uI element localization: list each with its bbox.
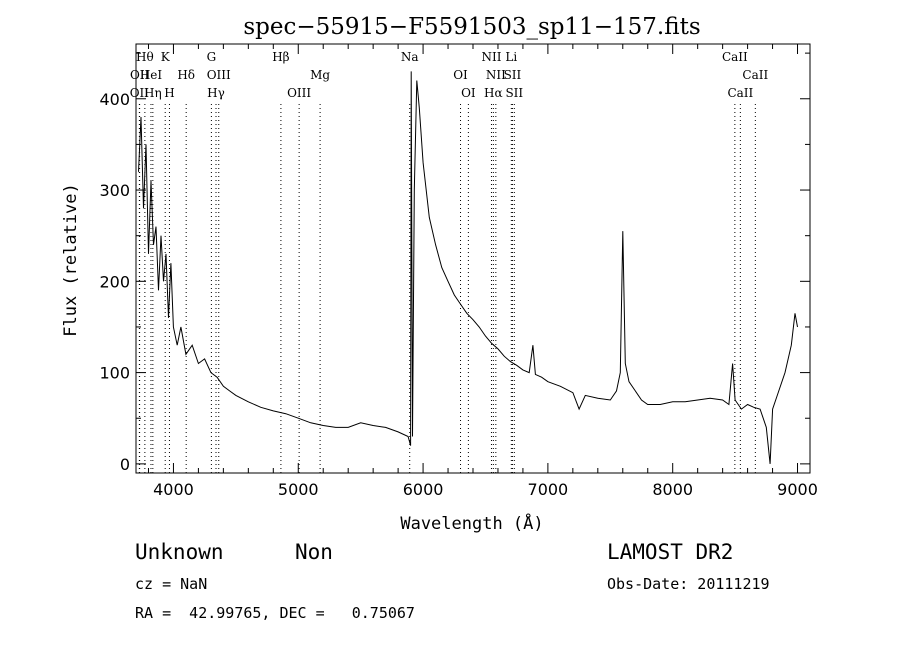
x-axis-label: Wavelength (Å) — [400, 512, 543, 534]
y-tick-label-200: 200 — [99, 272, 130, 291]
x-tick-label-8000: 8000 — [652, 480, 693, 499]
line-marker-label-15: OI — [453, 68, 468, 82]
line-marker-label-20: Li — [505, 50, 517, 64]
line-marker-label-1: OII — [130, 68, 150, 82]
spectrum-line — [138, 71, 798, 464]
y-tick-label-0: 0 — [120, 455, 130, 474]
line-marker-label-24: CaII — [727, 86, 753, 100]
x-axis-ticks: 4000 5000 6000 7000 8000 9000 — [147, 44, 818, 499]
line-marker-label-19: Hα — [484, 86, 503, 100]
line-marker-label-6: H — [164, 86, 174, 100]
line-marker-label-2: OII — [130, 86, 150, 100]
survey-name: LAMOST DR2 — [607, 540, 734, 564]
x-tick-label-6000: 6000 — [403, 480, 444, 499]
plot-frame — [135, 43, 811, 474]
line-marker-label-10: Hγ — [207, 86, 225, 100]
object-class: Unknown — [135, 540, 224, 564]
object-subclass: Non — [295, 540, 333, 564]
redshift-cz: cz = NaN — [135, 575, 208, 593]
line-marker-label-17: NII — [481, 50, 501, 64]
y-axis-ticks: 0 100 200 300 400 — [99, 52, 810, 474]
chart-title: spec−55915−F5591503_sp11−157.fits — [243, 14, 700, 40]
line-marker-label-5: K — [161, 50, 171, 64]
y-tick-label-400: 400 — [99, 90, 130, 109]
y-axis-label: Flux (relative) — [61, 183, 81, 337]
line-marker-label-8: G — [207, 50, 217, 64]
line-marker-label-25: CaII — [742, 68, 768, 82]
y-tick-label-100: 100 — [99, 364, 130, 383]
marker-labels: HθOIIOIIHeIHηKHHδGOIIIHγHβOIIIMgNaOIOINI… — [130, 50, 769, 100]
line-marker-label-12: OIII — [287, 86, 311, 100]
line-marker-label-11: Hβ — [272, 50, 289, 64]
x-tick-label-7000: 7000 — [528, 480, 569, 499]
line-marker-label-14: Na — [401, 50, 419, 64]
x-tick-label-9000: 9000 — [777, 480, 818, 499]
line-marker-label-9: OIII — [207, 68, 231, 82]
marker-lines — [138, 104, 756, 473]
line-marker-label-16: OI — [461, 86, 476, 100]
line-marker-label-18: NII — [486, 68, 506, 82]
line-marker-label-4: Hη — [144, 86, 162, 100]
line-marker-label-23: CaII — [722, 50, 748, 64]
y-tick-label-300: 300 — [99, 181, 130, 200]
line-marker-label-3: HeI — [140, 68, 163, 82]
line-marker-label-22: SII — [505, 86, 523, 100]
observation-date: Obs-Date: 20111219 — [607, 575, 770, 593]
line-marker-label-7: Hδ — [177, 68, 195, 82]
line-marker-label-13: Mg — [310, 68, 330, 82]
x-tick-label-4000: 4000 — [153, 480, 194, 499]
line-marker-label-0: Hθ — [136, 50, 154, 64]
line-marker-label-21: SII — [504, 68, 522, 82]
x-tick-label-5000: 5000 — [278, 480, 319, 499]
ra-dec-coordinates: RA = 42.99765, DEC = 0.75067 — [135, 604, 415, 622]
